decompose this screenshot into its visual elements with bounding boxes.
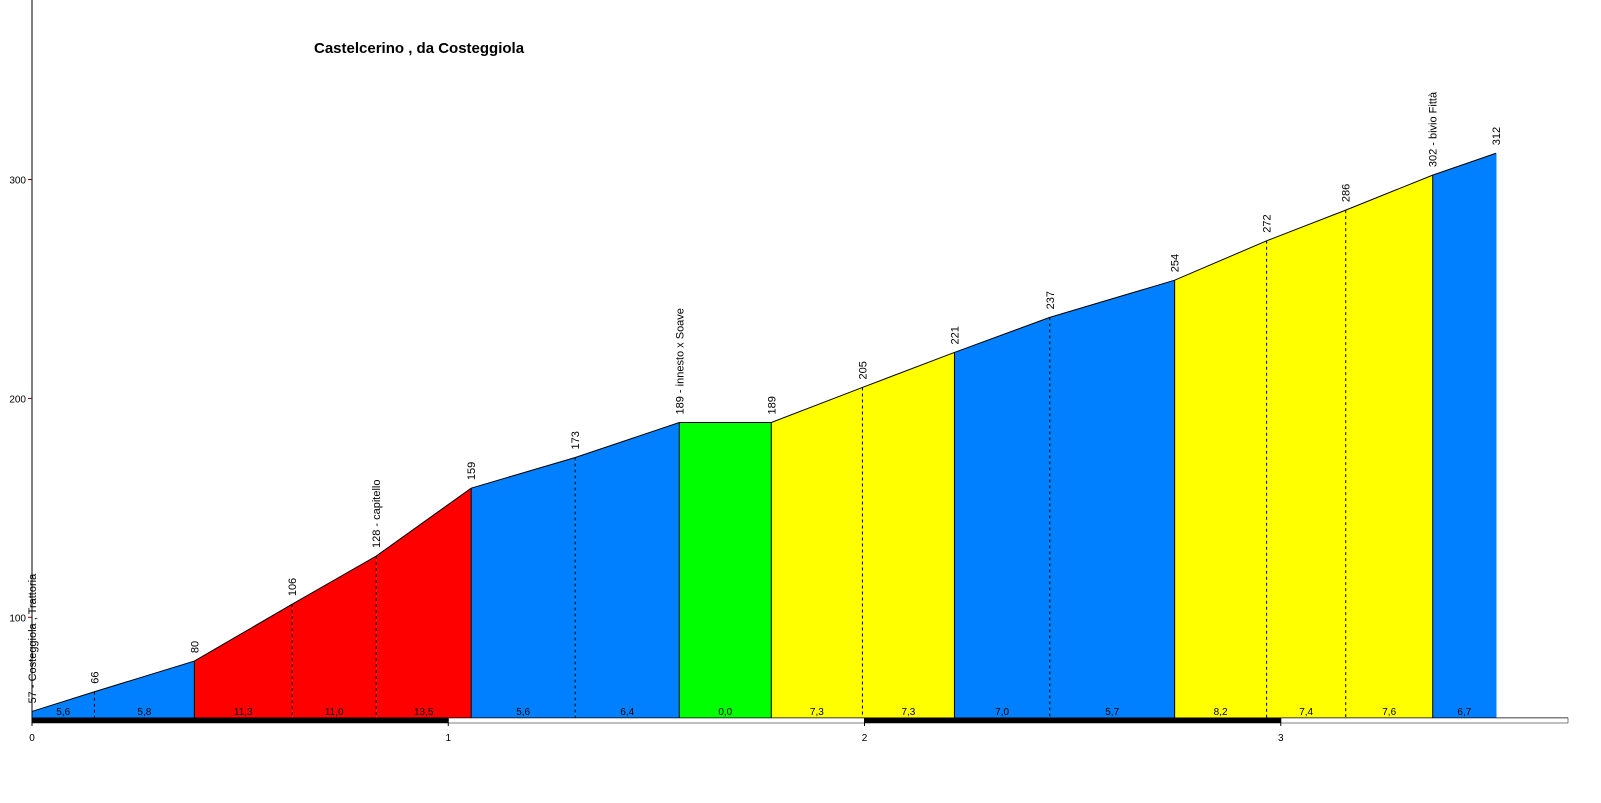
gradient-label: 0,0	[718, 707, 732, 718]
point-label: 302 - bivio Fittà	[1428, 91, 1440, 167]
gradient-segment	[1432, 153, 1496, 719]
point-label: 66	[89, 671, 101, 683]
profile-line	[31, 152, 1497, 712]
distance-bar	[1280, 717, 1569, 724]
point-label: 237	[1045, 291, 1057, 309]
gradient-label: 7,3	[901, 707, 915, 718]
gradient-segment	[862, 352, 955, 718]
point-label: 128 - capitello	[371, 480, 383, 549]
gradient-segment	[94, 661, 195, 718]
y-tick-label: 100	[9, 613, 26, 624]
gradient-label: 13,5	[414, 707, 434, 718]
point-label: 221	[949, 326, 961, 344]
gradient-label: 11,3	[234, 707, 253, 718]
gradient-label: 6,7	[1457, 707, 1471, 718]
gradient-segment	[376, 488, 472, 718]
point-label: 80	[189, 641, 201, 653]
point-label: 286	[1341, 184, 1353, 202]
point-label: 254	[1170, 254, 1182, 272]
gradient-label: 5,6	[516, 707, 530, 718]
gradient-label: 11,0	[325, 707, 344, 718]
gradient-label: 7,4	[1299, 707, 1313, 718]
x-tick-label: 2	[862, 733, 868, 744]
distance-bar	[31, 717, 449, 724]
gradient-segment	[954, 317, 1050, 718]
gradient-segment	[1174, 240, 1267, 719]
x-tick-label: 0	[29, 733, 35, 744]
point-label: 312	[1491, 127, 1503, 145]
point-label: 159	[466, 462, 478, 480]
x-tick-label: 1	[445, 733, 451, 744]
chart-title: Castelcerino , da Costeggiola	[314, 40, 525, 57]
gradient-label: 7,3	[810, 707, 824, 718]
gradient-segment	[1266, 210, 1346, 718]
point-label: 205	[857, 361, 869, 379]
gradient-label: 8,2	[1214, 707, 1228, 718]
gradient-segment	[1345, 175, 1433, 718]
gradient-segment	[771, 387, 863, 718]
gradient-label: 5,6	[56, 707, 70, 718]
point-label: 272	[1262, 214, 1274, 232]
gradient-label: 5,7	[1105, 707, 1119, 718]
gradient-segment	[679, 422, 772, 718]
distance-bar	[448, 717, 865, 724]
gradient-segment	[471, 457, 576, 718]
point-label: 189	[766, 396, 778, 414]
gradient-segment	[292, 556, 377, 718]
gradient-segment	[575, 422, 680, 718]
point-label: 106	[287, 578, 299, 596]
gradient-segment	[32, 691, 95, 718]
y-tick-label: 300	[9, 176, 26, 187]
point-label: 189 - innesto x Soave	[674, 308, 686, 414]
gradient-label: 6,4	[620, 707, 634, 718]
point-label: 57 - Costeggiola , Trattoria	[27, 573, 39, 704]
gradient-label: 7,0	[995, 707, 1009, 718]
y-tick-label: 200	[9, 394, 26, 405]
gradient-segment	[1049, 280, 1175, 718]
gradient-label: 7,6	[1382, 707, 1396, 718]
point-label: 173	[570, 431, 582, 449]
distance-bar	[864, 717, 1282, 724]
gradient-label: 5,8	[137, 707, 151, 718]
gradient-segment	[194, 604, 293, 718]
x-tick-label: 3	[1278, 733, 1284, 744]
